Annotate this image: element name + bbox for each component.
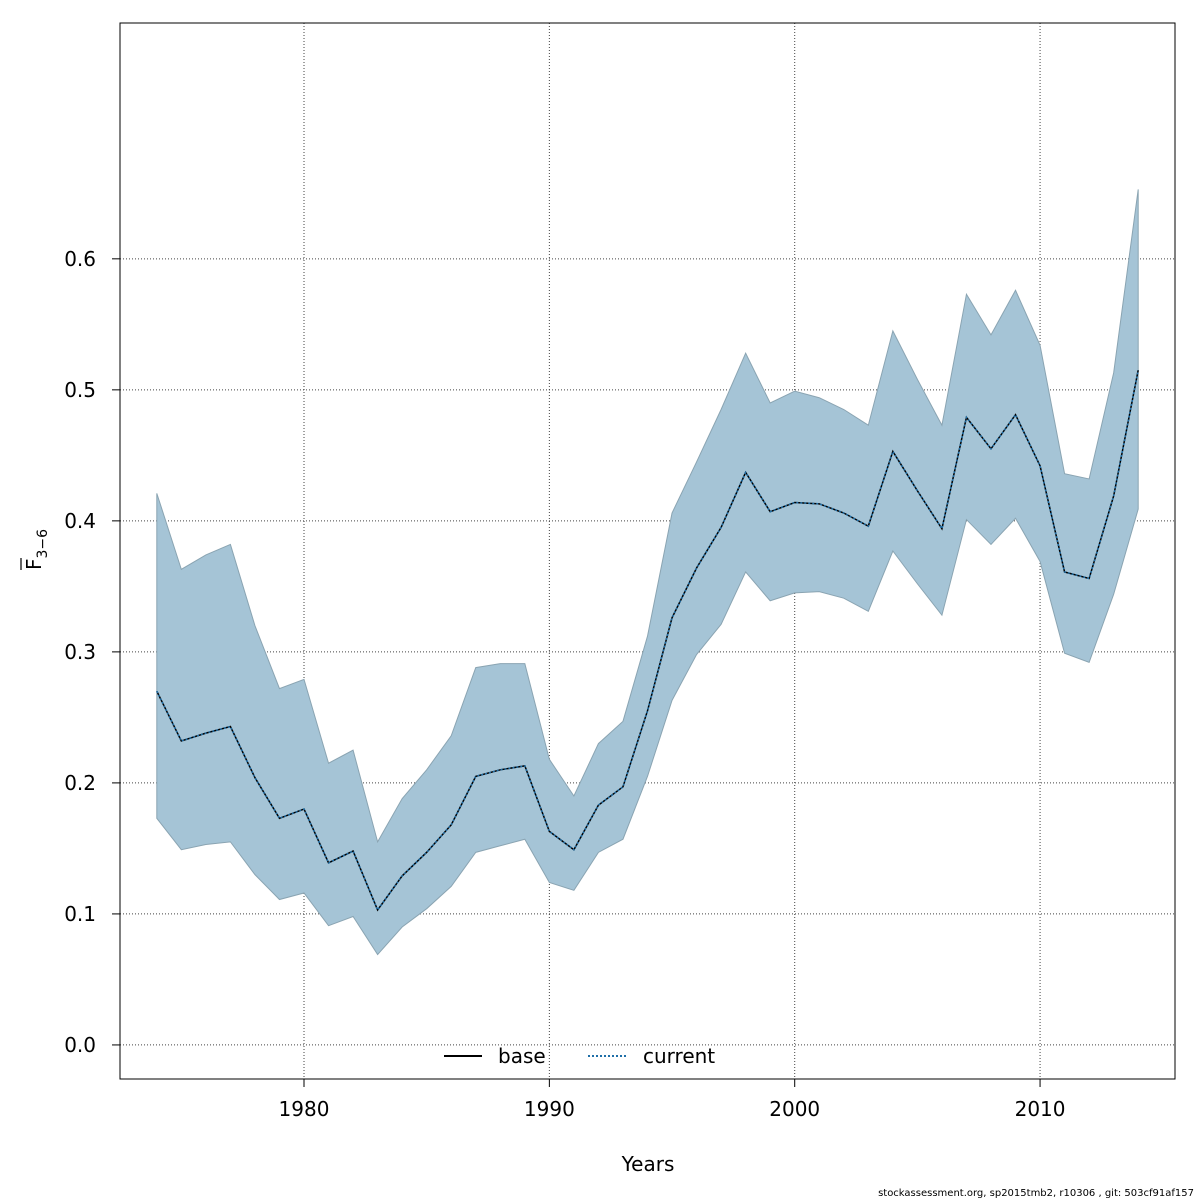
- confidence-band: [156, 189, 1139, 956]
- y-axis: 0.0 0.1 0.2 0.3 0.4 0.5 0.6: [64, 247, 120, 1057]
- confidence-band-area: [156, 189, 1139, 956]
- plot-frame: [119, 22, 1176, 1080]
- legend-label-current: current: [643, 1044, 715, 1068]
- x-tick-label: 2000: [769, 1097, 820, 1121]
- y-tick-label: 0.3: [64, 640, 96, 664]
- y-axis-title-main: F: [22, 558, 46, 570]
- series-line-current: [156, 370, 1139, 912]
- footer-text: stockassessment.org, sp2015tmb2, r10306 …: [878, 1188, 1194, 1199]
- grid-lines: [120, 23, 1175, 1079]
- y-tick-label: 0.1: [64, 902, 96, 926]
- x-tick-label: 1990: [524, 1097, 575, 1121]
- y-axis-title: F3−6: [20, 529, 51, 570]
- legend-label-base: base: [498, 1044, 546, 1068]
- x-tick-label: 2010: [1015, 1097, 1066, 1121]
- y-tick-label: 0.5: [64, 378, 96, 402]
- svg-text:F3−6: F3−6: [22, 529, 51, 570]
- x-tick-label: 1980: [279, 1097, 330, 1121]
- y-tick-label: 0.0: [64, 1033, 96, 1057]
- legend: base current: [444, 1044, 715, 1068]
- series-lines: [156, 370, 1139, 912]
- x-axis-title: Years: [621, 1152, 675, 1176]
- y-tick-label: 0.2: [64, 771, 96, 795]
- y-tick-label: 0.4: [64, 509, 96, 533]
- y-axis-title-sub: 3−6: [35, 529, 51, 559]
- x-axis: 1980 1990 2000 2010: [279, 1079, 1066, 1121]
- y-tick-label: 0.6: [64, 247, 96, 271]
